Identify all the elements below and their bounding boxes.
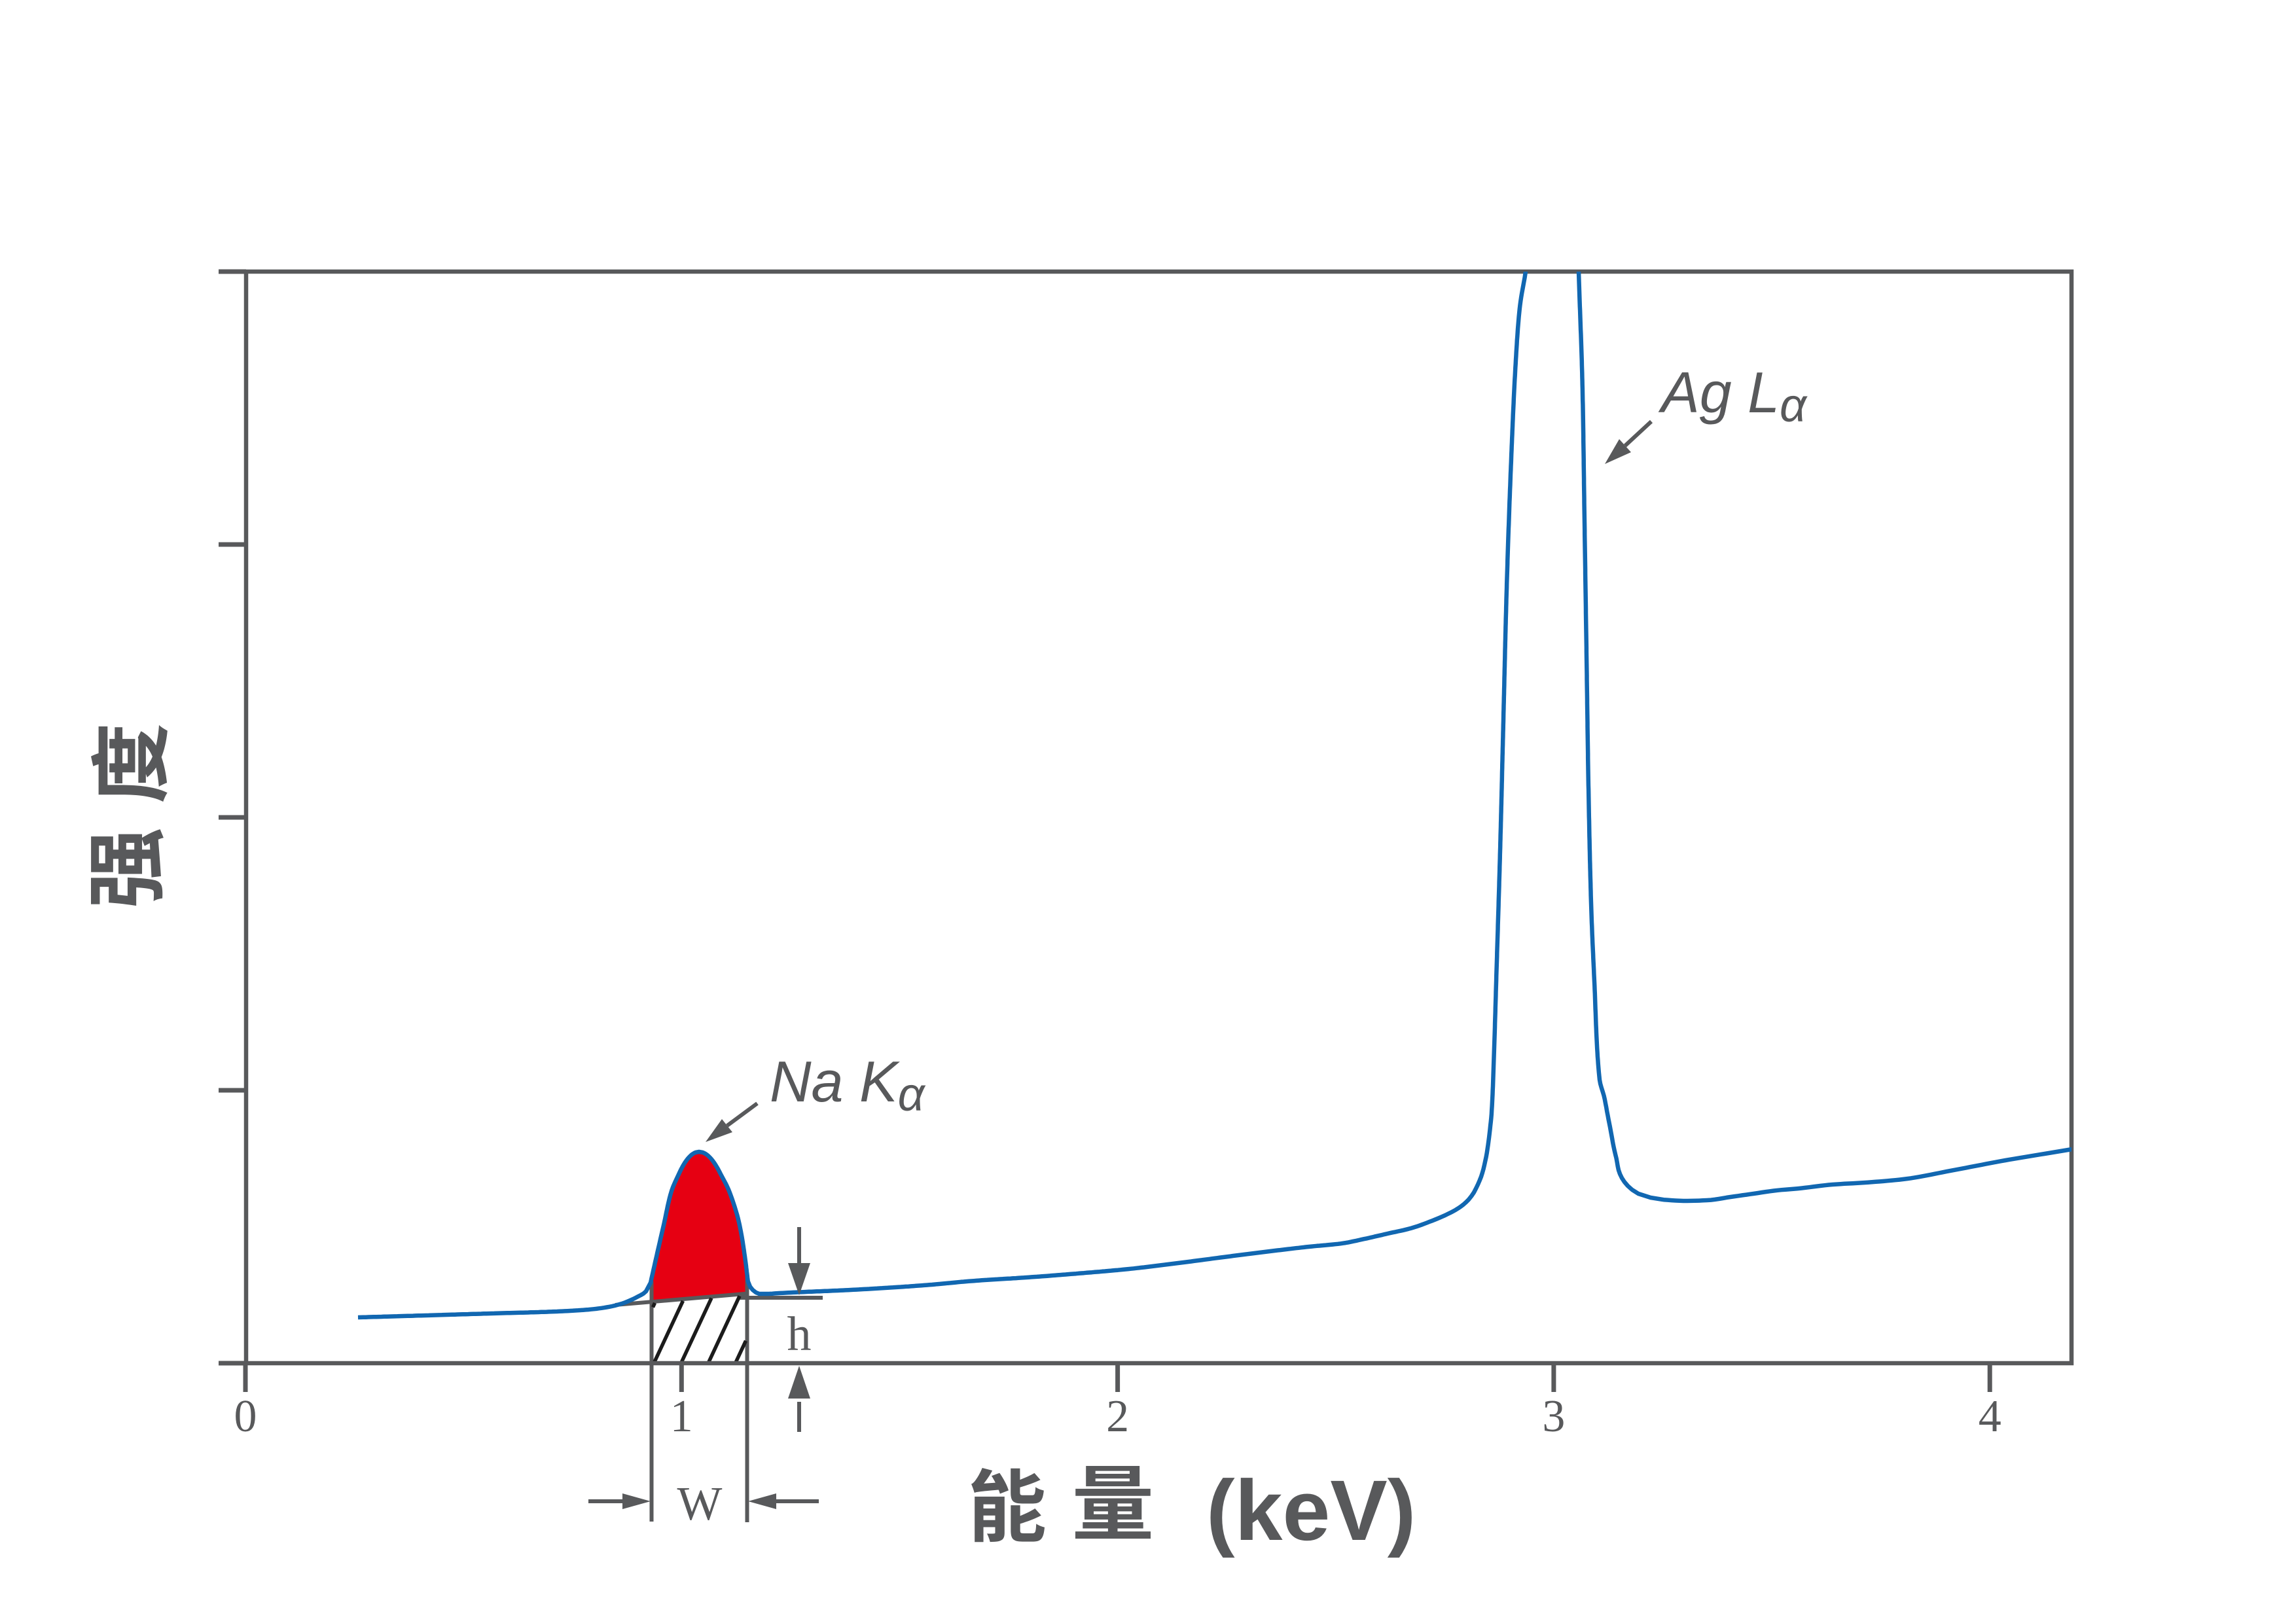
svg-text:W: W (677, 1477, 723, 1530)
svg-text:1: 1 (670, 1391, 693, 1442)
svg-text:3: 3 (1542, 1391, 1565, 1442)
svg-text:0: 0 (234, 1391, 257, 1442)
svg-text:4: 4 (1979, 1391, 2001, 1442)
svg-text:h: h (787, 1308, 812, 1361)
svg-text:(keV): (keV) (1206, 1462, 1416, 1558)
svg-text:2: 2 (1106, 1391, 1129, 1442)
